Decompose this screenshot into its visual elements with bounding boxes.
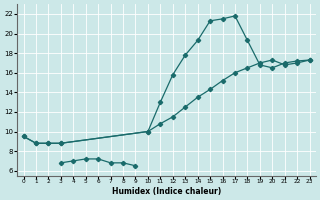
X-axis label: Humidex (Indice chaleur): Humidex (Indice chaleur)	[112, 187, 221, 196]
